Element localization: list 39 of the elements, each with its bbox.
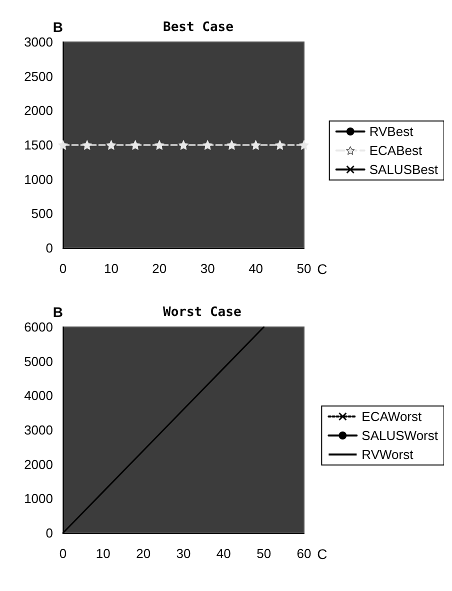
y-tick-label: 3000 bbox=[24, 422, 53, 438]
chart-title: Best Case bbox=[163, 20, 234, 35]
y-tick-label: 0 bbox=[46, 526, 53, 540]
x-tick-label: 40 bbox=[216, 546, 231, 561]
legend-label: RVBest bbox=[369, 124, 414, 139]
legend-label: ECABest bbox=[369, 143, 422, 158]
chart-title: Worst Case bbox=[163, 305, 242, 320]
y-axis-title: B bbox=[52, 304, 63, 320]
y-tick-label: 3000 bbox=[24, 34, 53, 50]
legend-label: SALUSWorst bbox=[362, 428, 438, 443]
x-tick-label: 40 bbox=[248, 261, 264, 276]
x-axis-title: C bbox=[317, 261, 328, 277]
y-tick-label: 1000 bbox=[24, 491, 53, 506]
y-tick-label: 0 bbox=[46, 240, 53, 256]
y-tick-label: 2500 bbox=[24, 68, 53, 84]
x-tick-label: 10 bbox=[104, 261, 118, 276]
x-tick-label: 20 bbox=[152, 261, 167, 276]
y-tick-label: 4000 bbox=[24, 388, 53, 404]
x-axis-title: C bbox=[317, 546, 328, 562]
y-tick-label: 5000 bbox=[24, 354, 53, 369]
y-tick-label: 2000 bbox=[24, 103, 53, 118]
x-tick-label: 60 bbox=[296, 546, 312, 561]
legend-label: ECAWorst bbox=[362, 409, 422, 424]
x-tick-label: 10 bbox=[96, 546, 110, 561]
x-tick-label: 50 bbox=[296, 261, 312, 276]
legend-label: RVWorst bbox=[362, 447, 414, 462]
legend-label: SALUSBest bbox=[369, 162, 438, 177]
x-tick-label: 30 bbox=[176, 546, 191, 561]
y-tick-label: 1500 bbox=[24, 138, 53, 152]
y-tick-label: 1000 bbox=[24, 172, 53, 187]
y-axis-title: B bbox=[52, 19, 63, 35]
x-tick-label: 50 bbox=[256, 546, 272, 561]
x-tick-label: 0 bbox=[59, 261, 67, 276]
x-tick-label: 20 bbox=[136, 546, 151, 561]
x-tick-label: 0 bbox=[59, 546, 67, 561]
x-tick-label: 30 bbox=[200, 261, 215, 276]
y-tick-label: 500 bbox=[31, 206, 53, 222]
y-tick-label: 6000 bbox=[24, 320, 53, 334]
y-tick-label: 2000 bbox=[24, 456, 53, 472]
